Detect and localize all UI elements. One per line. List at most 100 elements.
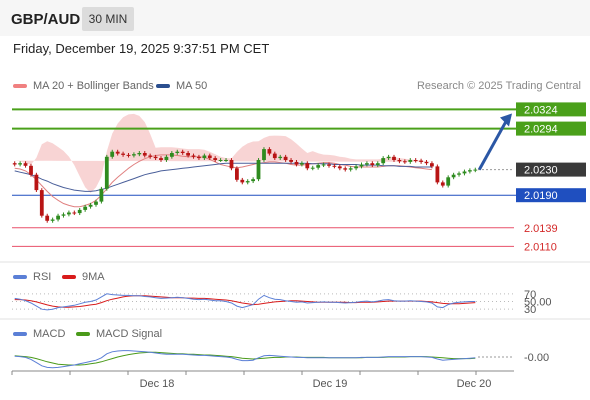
datetime-label: Friday, December 19, 2025 9:37:51 PM CET <box>13 41 270 56</box>
rsi-line <box>14 293 476 311</box>
forecast-arrow-shaft <box>477 120 508 171</box>
macd-signal-swatch-icon <box>76 332 90 337</box>
legend-rsi: RSI <box>13 271 51 283</box>
candle-body <box>468 170 472 172</box>
legend-macd-label: MACD <box>33 328 66 340</box>
rsi-level-label: 70 <box>524 289 536 301</box>
candle-body <box>446 177 451 186</box>
candle-body <box>229 160 234 169</box>
candle-body <box>94 201 98 205</box>
candle-body <box>153 156 158 159</box>
candle-body <box>251 179 255 182</box>
level-label: 2.0230 <box>524 165 558 177</box>
level-label: 2.0294 <box>524 124 558 136</box>
legend-rsi-label: RSI <box>33 271 52 283</box>
candle-body <box>419 160 423 162</box>
legend-ma20: MA 20 + Bollinger Bands <box>13 80 154 92</box>
candle-body <box>413 160 418 161</box>
candle-body <box>34 174 39 191</box>
candle-body <box>121 153 125 155</box>
rsi-ma-swatch-icon <box>62 275 76 280</box>
candle-body <box>218 160 223 161</box>
candle-body <box>473 169 478 171</box>
candle-body <box>240 179 245 183</box>
candle-body <box>72 212 77 214</box>
candle-body <box>321 164 326 166</box>
forecast-arrow-head <box>500 113 512 127</box>
x-tick-label: Dec 19 <box>313 378 348 390</box>
candle-body <box>310 167 315 169</box>
rsi-swatch-icon <box>13 275 27 280</box>
candle-body <box>348 168 353 170</box>
candle-body <box>235 168 239 180</box>
candle-body <box>142 153 147 156</box>
interval-button[interactable]: 30 MIN <box>82 7 134 31</box>
level-label-box <box>516 102 586 117</box>
macd-line <box>14 350 476 369</box>
candle-body <box>245 181 250 183</box>
candle-body <box>170 153 174 157</box>
candle-body <box>332 165 337 167</box>
candle-body <box>207 155 212 159</box>
candle-body <box>23 163 28 166</box>
candle-body <box>424 161 429 164</box>
level-label: 2.0324 <box>524 104 558 116</box>
candle-body <box>197 156 201 159</box>
candle-body <box>337 166 342 169</box>
candle-body <box>327 164 331 166</box>
candle-body <box>126 154 131 156</box>
candle-body <box>365 163 369 165</box>
candle-body <box>386 156 391 159</box>
x-tick-label: Dec 20 <box>457 378 492 390</box>
candle-body <box>29 165 33 175</box>
candle-body <box>283 156 288 160</box>
candle-body <box>77 209 82 214</box>
rsi-level-label: 50.00 <box>524 297 552 309</box>
legend-macd-signal: MACD Signal <box>76 328 162 340</box>
candle-body <box>462 171 467 174</box>
legend-ma50-label: MA 50 <box>176 80 208 92</box>
candle-body <box>39 190 44 216</box>
candle-body <box>56 215 60 220</box>
level-label: 2.0190 <box>524 190 558 202</box>
candle-body <box>305 163 310 169</box>
rsi-level-label: 30 <box>524 304 536 316</box>
candle-body <box>316 165 321 168</box>
candle-body <box>408 160 413 162</box>
level-label-box <box>516 188 586 203</box>
candle-body <box>213 158 218 160</box>
candle-body <box>67 212 71 215</box>
x-tick-label: Dec 18 <box>140 378 175 390</box>
candle-body <box>300 163 304 165</box>
candle-body <box>115 151 120 154</box>
candle-body <box>381 158 386 164</box>
candle-body <box>191 155 196 157</box>
candle-body <box>278 156 283 159</box>
ma20-swatch-icon <box>13 84 27 89</box>
top-bar: GBP/AUD 30 MIN <box>0 0 590 36</box>
ma20-line <box>14 154 432 208</box>
candle-body <box>262 149 266 160</box>
candle-body <box>289 160 293 162</box>
candle-body <box>175 151 180 153</box>
candle-body <box>392 156 396 160</box>
macd-value-label: -0.00 <box>524 352 549 364</box>
bollinger-band <box>14 113 432 193</box>
legend-macd: MACD <box>13 328 65 340</box>
candle-body <box>430 163 434 167</box>
candle-body <box>180 151 185 153</box>
candle-body <box>148 155 153 157</box>
legend-rsi-ma: 9MA <box>62 271 105 283</box>
candle-body <box>272 153 277 159</box>
candle-body <box>164 156 169 160</box>
candle-body <box>440 182 445 186</box>
candle-body <box>267 149 272 154</box>
candle-body <box>451 174 456 178</box>
candle-body <box>343 168 348 170</box>
candle-body <box>104 156 109 189</box>
candle-body <box>202 155 207 159</box>
candle-body <box>294 161 299 165</box>
level-label: 2.0110 <box>524 241 557 253</box>
legend-ma50: MA 50 <box>156 80 207 92</box>
